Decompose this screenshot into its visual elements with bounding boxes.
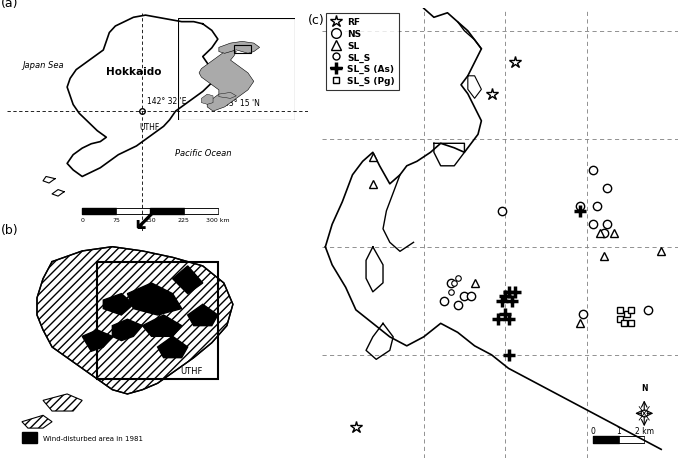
Text: 43° 15 'N: 43° 15 'N [224,99,260,107]
Text: (a): (a) [1,0,18,10]
Text: Hokkaido: Hokkaido [105,67,161,77]
Polygon shape [199,51,253,112]
Text: 0: 0 [591,426,596,435]
Polygon shape [219,93,236,99]
Text: (b): (b) [1,224,18,237]
Polygon shape [201,95,213,105]
Polygon shape [188,305,218,326]
Polygon shape [142,315,182,337]
Bar [234,46,251,54]
Text: (c): (c) [308,14,325,27]
Polygon shape [173,266,203,294]
Polygon shape [158,337,188,358]
Legend: RF, NS, SL, SL_S, SL_S (As), SL_S (Pg): RF, NS, SL, SL_S, SL_S (As), SL_S (Pg) [327,14,399,91]
Text: 0: 0 [80,217,84,222]
Text: 300 km: 300 km [206,217,229,222]
Text: 225: 225 [178,217,190,222]
Polygon shape [219,42,260,54]
Text: 2 km: 2 km [635,426,653,435]
Text: 1: 1 [616,426,621,435]
Polygon shape [43,394,82,411]
Polygon shape [82,330,112,351]
Text: Pacific Ocean: Pacific Ocean [175,148,231,157]
Polygon shape [37,247,233,394]
Text: 75: 75 [112,217,120,222]
Text: 150: 150 [145,217,155,222]
Text: UTHF: UTHF [180,366,203,375]
Text: Wind-disturbed area in 1981: Wind-disturbed area in 1981 [43,435,143,441]
Text: N: N [641,383,647,392]
Polygon shape [112,319,142,341]
Text: Japan Sea: Japan Sea [22,61,64,70]
Polygon shape [127,283,182,315]
Bar [22,432,37,443]
Polygon shape [22,415,52,428]
Polygon shape [103,294,134,315]
Text: ↙: ↙ [132,208,155,236]
Text: 142° 32 'E: 142° 32 'E [147,96,186,105]
Text: UTHF: UTHF [140,123,160,131]
Bar [97,262,218,379]
